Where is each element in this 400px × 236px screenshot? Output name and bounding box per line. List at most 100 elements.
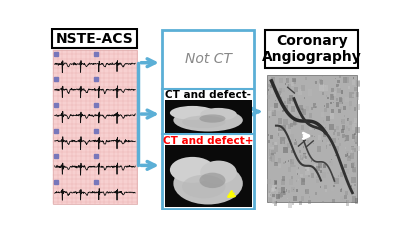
Ellipse shape [182, 116, 226, 128]
FancyBboxPatch shape [319, 79, 322, 83]
FancyBboxPatch shape [288, 190, 290, 193]
FancyBboxPatch shape [344, 129, 348, 135]
FancyBboxPatch shape [272, 110, 276, 115]
FancyBboxPatch shape [52, 29, 137, 48]
FancyBboxPatch shape [276, 105, 280, 111]
FancyBboxPatch shape [352, 189, 354, 193]
FancyBboxPatch shape [292, 145, 295, 150]
FancyBboxPatch shape [318, 135, 321, 140]
FancyBboxPatch shape [354, 107, 356, 110]
FancyBboxPatch shape [350, 146, 354, 150]
FancyBboxPatch shape [300, 155, 303, 160]
FancyBboxPatch shape [322, 122, 325, 125]
FancyBboxPatch shape [315, 81, 317, 84]
FancyBboxPatch shape [289, 95, 293, 101]
FancyBboxPatch shape [272, 145, 275, 148]
FancyBboxPatch shape [302, 157, 304, 160]
FancyBboxPatch shape [341, 188, 342, 190]
FancyBboxPatch shape [268, 95, 270, 99]
FancyBboxPatch shape [332, 199, 335, 203]
FancyBboxPatch shape [283, 147, 288, 153]
FancyBboxPatch shape [344, 164, 346, 168]
FancyBboxPatch shape [269, 198, 273, 203]
FancyBboxPatch shape [297, 173, 298, 175]
FancyBboxPatch shape [290, 162, 294, 167]
FancyBboxPatch shape [352, 134, 355, 139]
FancyBboxPatch shape [320, 81, 323, 85]
FancyBboxPatch shape [282, 125, 286, 131]
FancyBboxPatch shape [292, 144, 294, 146]
FancyBboxPatch shape [293, 79, 296, 84]
FancyBboxPatch shape [322, 140, 323, 142]
FancyBboxPatch shape [288, 167, 291, 172]
FancyBboxPatch shape [266, 30, 358, 68]
FancyBboxPatch shape [323, 132, 326, 137]
FancyBboxPatch shape [326, 147, 327, 149]
FancyBboxPatch shape [356, 142, 357, 144]
FancyBboxPatch shape [336, 155, 337, 156]
FancyBboxPatch shape [326, 116, 330, 122]
FancyBboxPatch shape [336, 84, 338, 87]
FancyBboxPatch shape [278, 125, 282, 131]
FancyBboxPatch shape [324, 164, 326, 167]
FancyBboxPatch shape [268, 89, 269, 91]
FancyBboxPatch shape [306, 167, 309, 171]
FancyBboxPatch shape [283, 191, 286, 195]
FancyBboxPatch shape [311, 107, 312, 110]
FancyBboxPatch shape [322, 88, 324, 89]
FancyBboxPatch shape [346, 169, 349, 174]
Text: CT and defect+: CT and defect+ [163, 135, 253, 146]
FancyBboxPatch shape [283, 191, 285, 195]
FancyBboxPatch shape [295, 164, 296, 167]
FancyBboxPatch shape [270, 147, 274, 153]
FancyBboxPatch shape [323, 127, 326, 131]
FancyBboxPatch shape [299, 112, 303, 118]
FancyBboxPatch shape [296, 121, 298, 125]
FancyBboxPatch shape [352, 196, 356, 202]
FancyBboxPatch shape [313, 143, 314, 144]
FancyBboxPatch shape [347, 118, 349, 121]
FancyBboxPatch shape [272, 185, 276, 191]
FancyBboxPatch shape [344, 154, 347, 157]
FancyBboxPatch shape [293, 189, 294, 190]
FancyBboxPatch shape [340, 107, 342, 110]
FancyBboxPatch shape [335, 78, 336, 79]
FancyBboxPatch shape [336, 102, 340, 107]
FancyBboxPatch shape [348, 119, 351, 123]
FancyBboxPatch shape [324, 117, 325, 119]
FancyBboxPatch shape [278, 192, 282, 198]
FancyBboxPatch shape [290, 123, 293, 127]
FancyBboxPatch shape [290, 134, 294, 139]
FancyBboxPatch shape [314, 164, 316, 168]
FancyBboxPatch shape [327, 135, 331, 141]
FancyBboxPatch shape [290, 159, 292, 162]
FancyBboxPatch shape [295, 116, 298, 121]
FancyBboxPatch shape [286, 79, 290, 83]
FancyBboxPatch shape [326, 103, 329, 108]
FancyBboxPatch shape [292, 202, 294, 205]
FancyBboxPatch shape [324, 185, 327, 189]
FancyBboxPatch shape [345, 77, 349, 83]
FancyBboxPatch shape [339, 75, 341, 78]
FancyBboxPatch shape [344, 138, 346, 142]
FancyBboxPatch shape [345, 175, 348, 179]
FancyBboxPatch shape [284, 111, 285, 113]
Ellipse shape [173, 162, 243, 204]
FancyBboxPatch shape [285, 95, 286, 97]
FancyBboxPatch shape [311, 160, 312, 162]
FancyBboxPatch shape [303, 153, 306, 158]
FancyBboxPatch shape [307, 140, 309, 143]
FancyBboxPatch shape [320, 126, 321, 127]
FancyBboxPatch shape [285, 137, 286, 139]
FancyBboxPatch shape [294, 196, 297, 201]
FancyBboxPatch shape [296, 189, 298, 192]
FancyBboxPatch shape [322, 164, 326, 169]
FancyBboxPatch shape [334, 178, 339, 184]
FancyBboxPatch shape [274, 103, 278, 108]
Ellipse shape [200, 161, 237, 184]
FancyBboxPatch shape [305, 190, 306, 192]
FancyBboxPatch shape [296, 170, 300, 175]
FancyBboxPatch shape [339, 143, 341, 146]
FancyBboxPatch shape [288, 90, 289, 92]
FancyBboxPatch shape [293, 150, 294, 151]
